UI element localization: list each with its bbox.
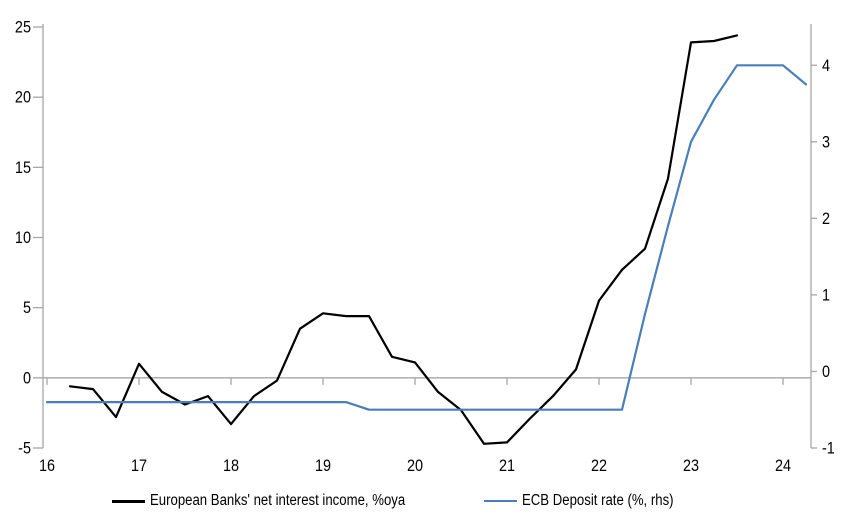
- legend-item-net-interest-income: European Banks' net interest income, %oy…: [112, 492, 450, 510]
- right-axis-tick-label: 3: [822, 133, 830, 151]
- legend-label-ecb-deposit-rate: ECB Deposit rate (%, rhs): [522, 492, 674, 509]
- left-axis-tick-label: 10: [15, 229, 31, 247]
- right-axis-tick-label: 2: [822, 210, 830, 228]
- left-axis-tick-label: 15: [15, 159, 31, 177]
- x-axis-tick-label: 23: [683, 457, 699, 475]
- x-axis-tick-label: 22: [591, 457, 607, 475]
- series-line-ecb-deposit-rate: [45, 64, 808, 411]
- x-axis-tick-label: 19: [315, 457, 331, 475]
- legend-line-swatch-blue: [484, 500, 518, 502]
- series-line-nii: [68, 34, 739, 445]
- right-axis-tick-label: -1: [822, 439, 835, 457]
- left-axis-tick-label: 25: [15, 18, 31, 36]
- x-axis-tick-label: 16: [39, 457, 55, 475]
- left-axis-tick-label: 5: [23, 299, 31, 317]
- x-axis-tick-label: 24: [775, 457, 791, 475]
- legend-line-swatch-black: [112, 499, 145, 503]
- x-axis-tick-label: 21: [499, 457, 515, 475]
- left-axis-tick-label: 20: [15, 89, 31, 107]
- legend-label-net-interest-income: European Banks' net interest income, %oy…: [150, 492, 406, 509]
- chart-legend: European Banks' net interest income, %oy…: [112, 492, 701, 510]
- right-axis-tick-label: 4: [822, 57, 830, 75]
- right-axis-tick-label: 0: [822, 363, 830, 381]
- x-axis-tick-label: 18: [223, 457, 239, 475]
- left-axis-tick-label: 0: [23, 369, 31, 387]
- right-axis-tick-label: 1: [822, 286, 830, 304]
- left-axis-tick-label: -5: [18, 439, 31, 457]
- legend-item-ecb-deposit-rate: ECB Deposit rate (%, rhs): [484, 492, 700, 510]
- x-axis-tick-label: 20: [407, 457, 423, 475]
- x-axis-tick-label: 17: [131, 457, 147, 475]
